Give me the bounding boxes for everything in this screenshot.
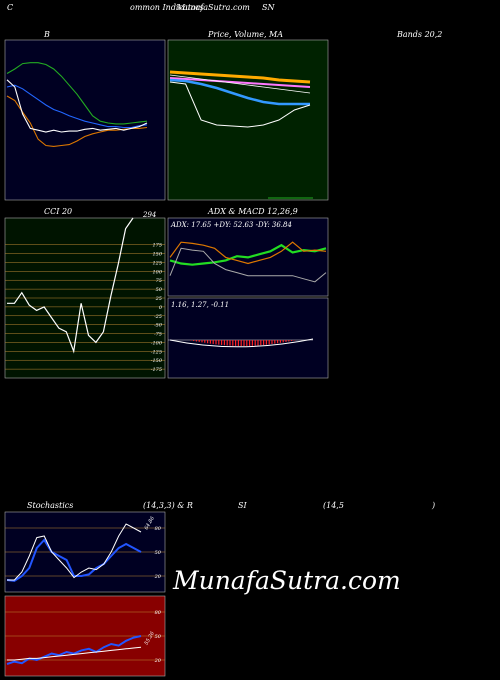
rsi-tick-label-0: 80: [155, 610, 162, 616]
rsi-title-b: (14,5: [323, 501, 344, 510]
adx-series-2: [169, 247, 327, 283]
price-series-2: [169, 74, 311, 94]
cci-tick-label-9: -50: [154, 323, 163, 329]
watermark: MunafaSutra.com: [173, 566, 401, 595]
bands-title: Bands 20,2: [397, 30, 443, 39]
cci-tick-label-12: -125: [151, 349, 162, 355]
adx-title: ADX & MACD 12,26,9: [208, 207, 298, 216]
rsi-tick-label-2: 20: [154, 658, 162, 664]
price-panel: [167, 39, 329, 201]
header-site-b: MunafaSutra.com: [177, 3, 250, 12]
price-series-1: [169, 77, 311, 88]
cci-tick-label-6: 25: [155, 296, 162, 302]
bb-panel: [4, 39, 166, 201]
adx-series-1: [169, 241, 327, 265]
price-series-3: [169, 78, 310, 106]
price-series-4: [169, 81, 311, 128]
price-title: Price, Volume, MA: [208, 30, 284, 39]
stoch-title-a: Stochastics: [27, 501, 74, 510]
adx-label: ADX: 17.65 +DY: 52.63 -DY: 36.84: [170, 221, 292, 229]
bb-series-0: [6, 84, 148, 129]
rsi-series-1: [7, 646, 142, 661]
cci-tick-label-4: 75: [156, 278, 162, 284]
bb-title: B: [44, 30, 50, 39]
macd-panel: [167, 297, 329, 379]
cci-tick-label-2: 125: [152, 260, 162, 266]
cci-tick-label-1: 150: [152, 252, 162, 258]
rsi-tick-label-1: 50: [155, 634, 162, 640]
price-series-0: [169, 70, 311, 84]
cci-tick-label-11: -100: [151, 340, 163, 346]
cci-tick-label-7: 0: [159, 305, 163, 311]
stoch-series-0: [6, 538, 142, 582]
stoch-tick-label-1: 50: [155, 550, 162, 556]
macd-signal-line: [169, 338, 314, 348]
cci-tick-label-13: -150: [151, 358, 163, 364]
bb-series-2: [6, 95, 148, 147]
cci-tick-label-8: -25: [154, 314, 162, 320]
rsi-title-a: SI: [238, 501, 247, 510]
bb-series-3: [6, 79, 148, 133]
header-symbol: SN: [262, 3, 275, 12]
cci-last-label: 294: [142, 211, 156, 219]
header-site-a: ommon Indicators: [130, 3, 204, 12]
cci-title: CCI 20: [44, 207, 73, 216]
macd-label: 1.16, 1.27, -0.11: [171, 301, 229, 309]
header-left-letter: C: [7, 3, 14, 12]
cci-tick-label-5: 50: [156, 287, 163, 293]
stoch-tick-label-2: 20: [154, 574, 162, 580]
cci-tick-label-10: -75: [154, 332, 162, 338]
cci-line: [7, 217, 134, 354]
adx-series-0: [169, 243, 327, 266]
stoch-series-1: [7, 523, 142, 581]
rsi-title-c: ): [432, 501, 436, 510]
cci-tick-label-3: 100: [152, 269, 162, 275]
bb-series-1: [6, 62, 148, 125]
stoch-tick-label-0: 80: [155, 526, 162, 532]
cci-tick-label-0: 175: [152, 243, 162, 249]
stoch-title-b: (14,3,3) & R: [143, 501, 193, 510]
cci-tick-label-14: -175: [151, 367, 162, 373]
